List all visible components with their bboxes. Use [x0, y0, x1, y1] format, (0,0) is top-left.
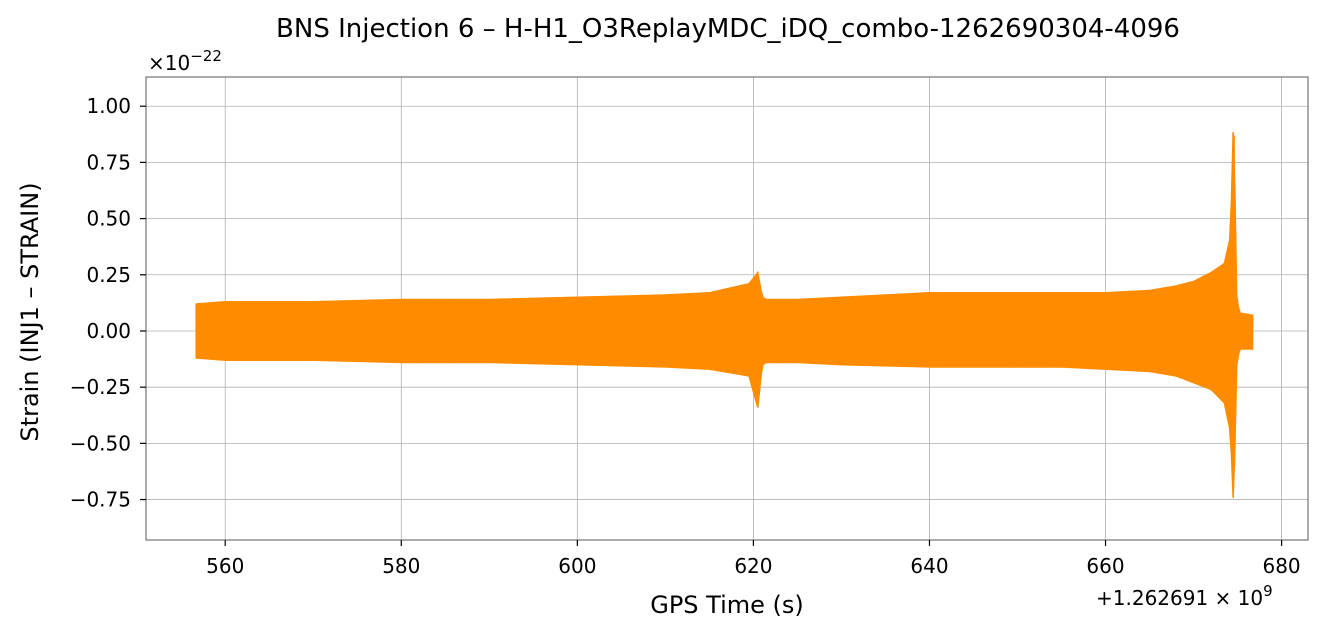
- y-tick-label: −0.25: [70, 375, 131, 399]
- y-tick-label: −0.75: [70, 488, 131, 512]
- x-axis-offset: +1.262691 × 109: [1096, 582, 1273, 610]
- y-tick-labels: −0.75 −0.50 −0.25 0.00 0.25 0.50 0.75 1.00: [70, 94, 131, 511]
- x-tick-label: 640: [910, 554, 948, 578]
- data-layer: [195, 132, 1254, 498]
- chart-title: BNS Injection 6 – H-H1_O3ReplayMDC_iDQ_c…: [276, 14, 1180, 44]
- x-tick-label: 560: [206, 554, 244, 578]
- y-axis-multiplier: ×10−22: [148, 47, 222, 75]
- y-tick-label: 0.00: [86, 319, 131, 343]
- tick-marks: [140, 105, 1283, 546]
- x-axis-label: GPS Time (s): [650, 591, 804, 619]
- y-tick-label: 0.75: [86, 150, 131, 174]
- x-tick-label: 660: [1086, 554, 1124, 578]
- y-axis-label: Strain (INJ1 – STRAIN): [16, 182, 44, 441]
- y-tick-label: 1.00: [86, 94, 131, 118]
- y-tick-label: 0.25: [86, 263, 131, 287]
- x-tick-label: 600: [558, 554, 596, 578]
- x-tick-label: 620: [734, 554, 772, 578]
- y-tick-label: 0.50: [86, 207, 131, 231]
- strain-line: [195, 135, 1254, 482]
- x-tick-labels: 560 580 600 620 640 660 680: [206, 554, 1301, 578]
- x-tick-label: 580: [382, 554, 420, 578]
- y-tick-label: −0.50: [70, 431, 131, 455]
- x-tick-label: 680: [1262, 554, 1300, 578]
- plot-frame: [145, 76, 1309, 541]
